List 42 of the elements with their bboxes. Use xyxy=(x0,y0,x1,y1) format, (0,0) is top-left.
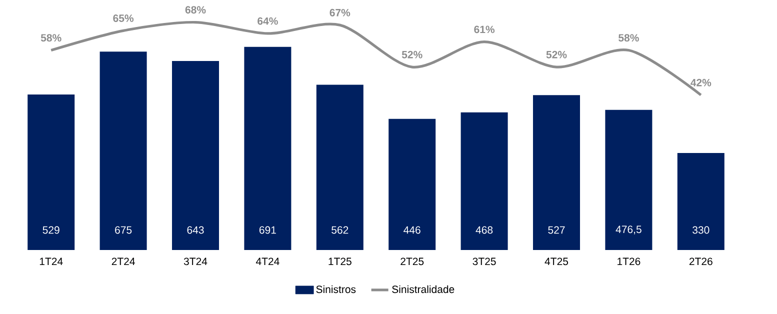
data-label: 675 xyxy=(115,226,132,234)
data-label: 562 xyxy=(332,226,348,234)
data-label: 643 xyxy=(187,226,204,234)
data-label: 67% xyxy=(330,8,350,16)
data-label: 691 xyxy=(259,226,276,234)
bar xyxy=(172,60,219,250)
data-label: 330 xyxy=(692,226,710,234)
data-label: 58% xyxy=(618,34,639,42)
x-tick-label: 3T24 xyxy=(184,258,208,266)
data-label: 64% xyxy=(258,17,278,25)
bar xyxy=(533,95,580,250)
data-label: 52% xyxy=(546,50,567,58)
bar xyxy=(316,84,364,250)
data-label: 446 xyxy=(404,226,420,234)
data-label: 58% xyxy=(40,34,62,42)
x-tick-label: 4T25 xyxy=(544,258,568,266)
x-tick-label: 1T26 xyxy=(618,258,640,266)
x-tick-label: 1T24 xyxy=(40,258,63,266)
x-tick-label: 1T25 xyxy=(328,258,352,266)
data-label: 468 xyxy=(476,226,493,234)
bar xyxy=(244,46,292,250)
data-label: 61% xyxy=(474,26,495,34)
bar xyxy=(100,52,147,250)
bar xyxy=(677,152,724,250)
legend-label: Sinistralidade xyxy=(392,285,454,294)
data-label: 52% xyxy=(402,50,422,58)
bar xyxy=(388,118,436,250)
x-tick-label: 2T25 xyxy=(400,258,424,266)
x-tick-label: 2T26 xyxy=(689,258,712,266)
legend-label: Sinistros xyxy=(316,285,356,294)
data-label: 476,5 xyxy=(616,226,642,234)
data-label: 527 xyxy=(548,226,565,234)
data-label: 65% xyxy=(113,14,134,22)
bar xyxy=(28,94,75,250)
data-label: 529 xyxy=(42,226,60,234)
data-label: 42% xyxy=(690,78,712,86)
bar xyxy=(460,112,508,250)
x-tick-label: 4T24 xyxy=(256,258,280,266)
x-tick-label: 2T24 xyxy=(112,258,135,266)
bar xyxy=(605,110,652,250)
x-tick-label: 3T25 xyxy=(472,258,496,266)
data-label: 68% xyxy=(185,6,206,14)
